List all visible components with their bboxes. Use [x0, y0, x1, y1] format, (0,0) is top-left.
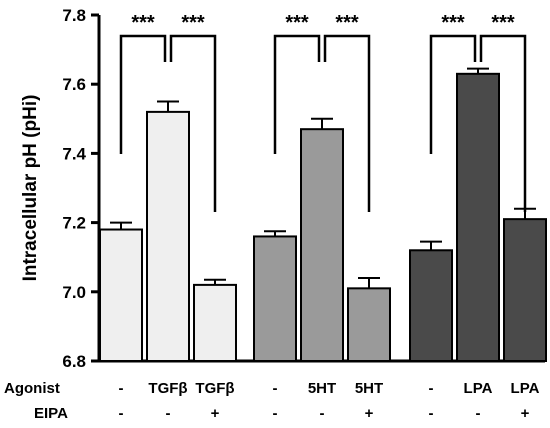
agonist-label: TGFβ — [195, 380, 234, 397]
agonist-label: - — [429, 380, 434, 397]
significance-label: *** — [491, 12, 515, 34]
eipa-label: + — [211, 405, 220, 422]
agonist-label: LPA — [464, 380, 493, 397]
eipa-label: + — [521, 405, 530, 422]
eipa-label: - — [429, 405, 434, 422]
y-axis-label: Intracellular pH (pHi) — [20, 95, 41, 282]
bar — [347, 287, 391, 362]
bar — [146, 110, 190, 362]
row-label-eipa: EIPA — [34, 405, 68, 422]
significance-label: *** — [181, 12, 205, 34]
y-tick-label: 6.8 — [62, 352, 86, 371]
agonist-label: LPA — [511, 380, 540, 397]
row-label-agonist: Agonist — [4, 380, 60, 397]
y-tick-label: 7.0 — [62, 283, 86, 302]
eipa-label: - — [320, 405, 325, 422]
bar — [193, 283, 237, 363]
agonist-label: TGFβ — [148, 380, 187, 397]
bars-layer — [99, 67, 547, 363]
agonist-label: 5HT — [355, 380, 383, 397]
significance-bracket-right — [169, 34, 217, 212]
bar — [456, 72, 500, 362]
bar — [300, 128, 344, 362]
y-tick-label: 7.8 — [62, 6, 86, 25]
bar — [409, 249, 453, 362]
significance-label: *** — [441, 12, 465, 34]
y-tick-label: 7.4 — [62, 144, 86, 163]
eipa-label: - — [476, 405, 481, 422]
significance-bracket-right — [323, 34, 371, 212]
y-tick-label: 7.6 — [62, 75, 86, 94]
significance-label: *** — [285, 12, 309, 34]
significance-label: *** — [131, 12, 155, 34]
agonist-label: - — [119, 380, 124, 397]
x-labels-layer: - - TGFβ - TGFβ + - - 5HT - 5HT + - - LPA - LPA + — [119, 380, 540, 422]
agonist-label: 5HT — [308, 380, 336, 397]
significance-bracket-left — [119, 34, 167, 154]
significance-bracket-right — [479, 34, 527, 212]
y-tick-label: 7.2 — [62, 214, 86, 233]
significance-layer: *** *** *** *** *** *** — [119, 12, 527, 212]
significance-bracket-left — [273, 34, 321, 154]
significance-label: *** — [335, 12, 359, 34]
eipa-label: - — [273, 405, 278, 422]
eipa-label: - — [119, 405, 124, 422]
bar — [503, 218, 547, 362]
bar — [253, 235, 297, 362]
eipa-label: + — [365, 405, 374, 422]
bar — [99, 228, 143, 362]
eipa-label: - — [166, 405, 171, 422]
y-axis-ticks: 6.8 7.0 7.2 7.4 7.6 7.8 — [62, 6, 99, 371]
agonist-label: - — [273, 380, 278, 397]
significance-bracket-left — [429, 34, 477, 154]
